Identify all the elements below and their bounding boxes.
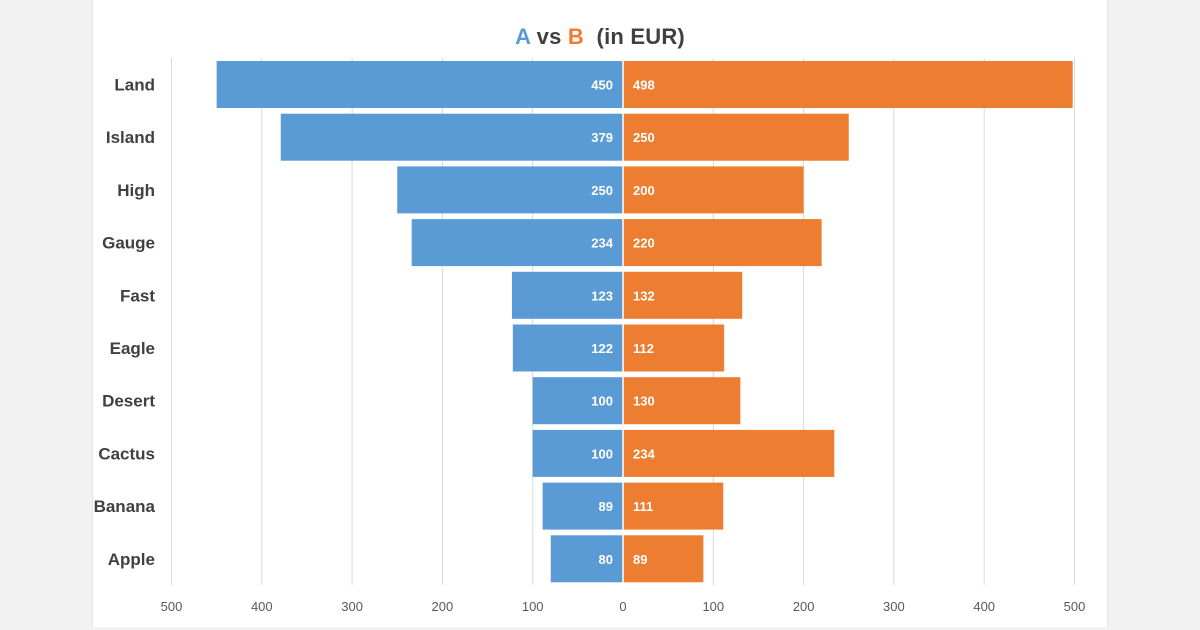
bar-series-b (623, 482, 724, 530)
category-labels: Land Island High Gauge Fast Eagle Desert Cactus… (94, 76, 156, 569)
category-label: Island (106, 128, 155, 147)
category-label: Cactus (98, 444, 155, 463)
bar-series-b (623, 535, 704, 583)
x-axis: 500 400 300 200 100 0 100 200 300 400 500 (161, 599, 1086, 614)
bar-series-b (623, 271, 743, 319)
x-tick-label: 400 (973, 599, 995, 614)
bar-series-b (623, 113, 849, 161)
title-series-a: A (515, 24, 531, 49)
data-label-series-b: 234 (633, 446, 655, 461)
data-label-series-a: 250 (591, 183, 613, 198)
x-tick-label: 100 (522, 599, 544, 614)
bar-series-a (411, 219, 623, 267)
data-label-series-a: 234 (591, 236, 613, 251)
data-label-series-a: 89 (599, 499, 613, 514)
title-series-b: B (567, 24, 584, 49)
chart-title: A vs B (in EUR) (93, 24, 1107, 50)
title-unit: (in EUR) (583, 24, 685, 49)
data-label-series-b: 112 (633, 341, 654, 356)
category-label: Banana (94, 497, 156, 516)
category-label: Desert (102, 392, 155, 411)
bars (216, 58, 1073, 585)
data-label-series-b: 89 (633, 552, 647, 567)
bar-series-a (280, 113, 623, 161)
category-label: Gauge (102, 234, 155, 253)
data-label-series-a: 100 (591, 394, 613, 409)
bar-series-a (511, 271, 623, 319)
category-label: Apple (108, 550, 155, 569)
data-label-series-b: 111 (633, 499, 653, 514)
bar-series-b (623, 219, 822, 267)
data-label-series-a: 80 (599, 552, 613, 567)
data-label-series-a: 379 (591, 130, 613, 145)
bar-series-b (623, 166, 804, 214)
bar-series-b (623, 429, 835, 477)
bar-series-b (623, 61, 1073, 108)
x-tick-label: 400 (251, 599, 273, 614)
title-vs: vs (530, 24, 568, 49)
data-label-series-a: 100 (591, 446, 613, 461)
x-tick-label: 200 (432, 599, 454, 614)
data-label-series-a: 123 (591, 288, 613, 303)
data-label-series-b: 220 (633, 236, 655, 251)
data-label-series-a: 122 (591, 341, 613, 356)
data-label-series-b: 498 (633, 78, 655, 93)
bar-series-b (623, 377, 741, 425)
category-label: Fast (120, 286, 155, 305)
category-label: Eagle (110, 339, 155, 358)
x-tick-label: 500 (1064, 599, 1086, 614)
data-label-series-b: 132 (633, 288, 655, 303)
data-label-series-b: 130 (633, 394, 655, 409)
x-tick-label: 500 (161, 599, 183, 614)
data-label-series-b: 250 (633, 130, 655, 145)
data-label-series-b: 200 (633, 183, 655, 198)
bar-series-a (532, 429, 623, 477)
category-label: High (117, 181, 155, 200)
x-tick-label: 0 (619, 599, 626, 614)
x-tick-label: 300 (341, 599, 363, 614)
bar-series-a (542, 482, 623, 530)
x-tick-label: 100 (702, 599, 724, 614)
data-labels: 450 498 379 250 250 200 234 220 123 132 122 112 100 1… (591, 78, 655, 567)
bar-series-a (550, 535, 623, 583)
x-tick-label: 200 (793, 599, 815, 614)
bar-series-a (512, 324, 623, 372)
x-tick-label: 300 (883, 599, 905, 614)
category-label: Land (114, 76, 155, 95)
bar-series-b (623, 324, 725, 372)
bar-series-a (532, 377, 623, 425)
data-label-series-a: 450 (591, 78, 613, 93)
bar-series-a (216, 61, 623, 108)
bar-series-a (397, 166, 623, 214)
